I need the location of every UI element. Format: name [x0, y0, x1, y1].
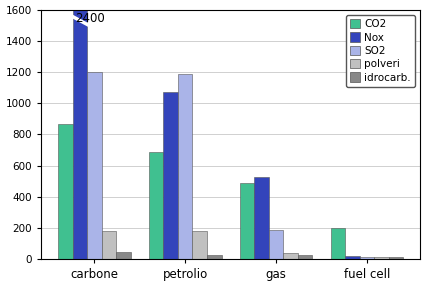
- Bar: [240, 183, 254, 259]
- Bar: [345, 256, 360, 259]
- Bar: [178, 73, 193, 259]
- Bar: [331, 228, 345, 259]
- Text: 2400: 2400: [75, 12, 105, 25]
- Bar: [116, 252, 131, 259]
- Bar: [149, 152, 164, 259]
- Bar: [283, 253, 298, 259]
- Bar: [193, 231, 207, 259]
- Bar: [298, 255, 312, 259]
- Bar: [374, 257, 389, 259]
- Bar: [269, 230, 283, 259]
- Bar: [72, 9, 87, 259]
- Bar: [389, 257, 403, 259]
- Bar: [87, 72, 102, 259]
- Bar: [164, 92, 178, 259]
- Bar: [207, 255, 222, 259]
- Bar: [58, 124, 72, 259]
- Legend: CO2, Nox, SO2, polveri, idrocarb.: CO2, Nox, SO2, polveri, idrocarb.: [345, 15, 415, 87]
- Bar: [254, 177, 269, 259]
- Bar: [102, 231, 116, 259]
- Bar: [360, 257, 374, 259]
